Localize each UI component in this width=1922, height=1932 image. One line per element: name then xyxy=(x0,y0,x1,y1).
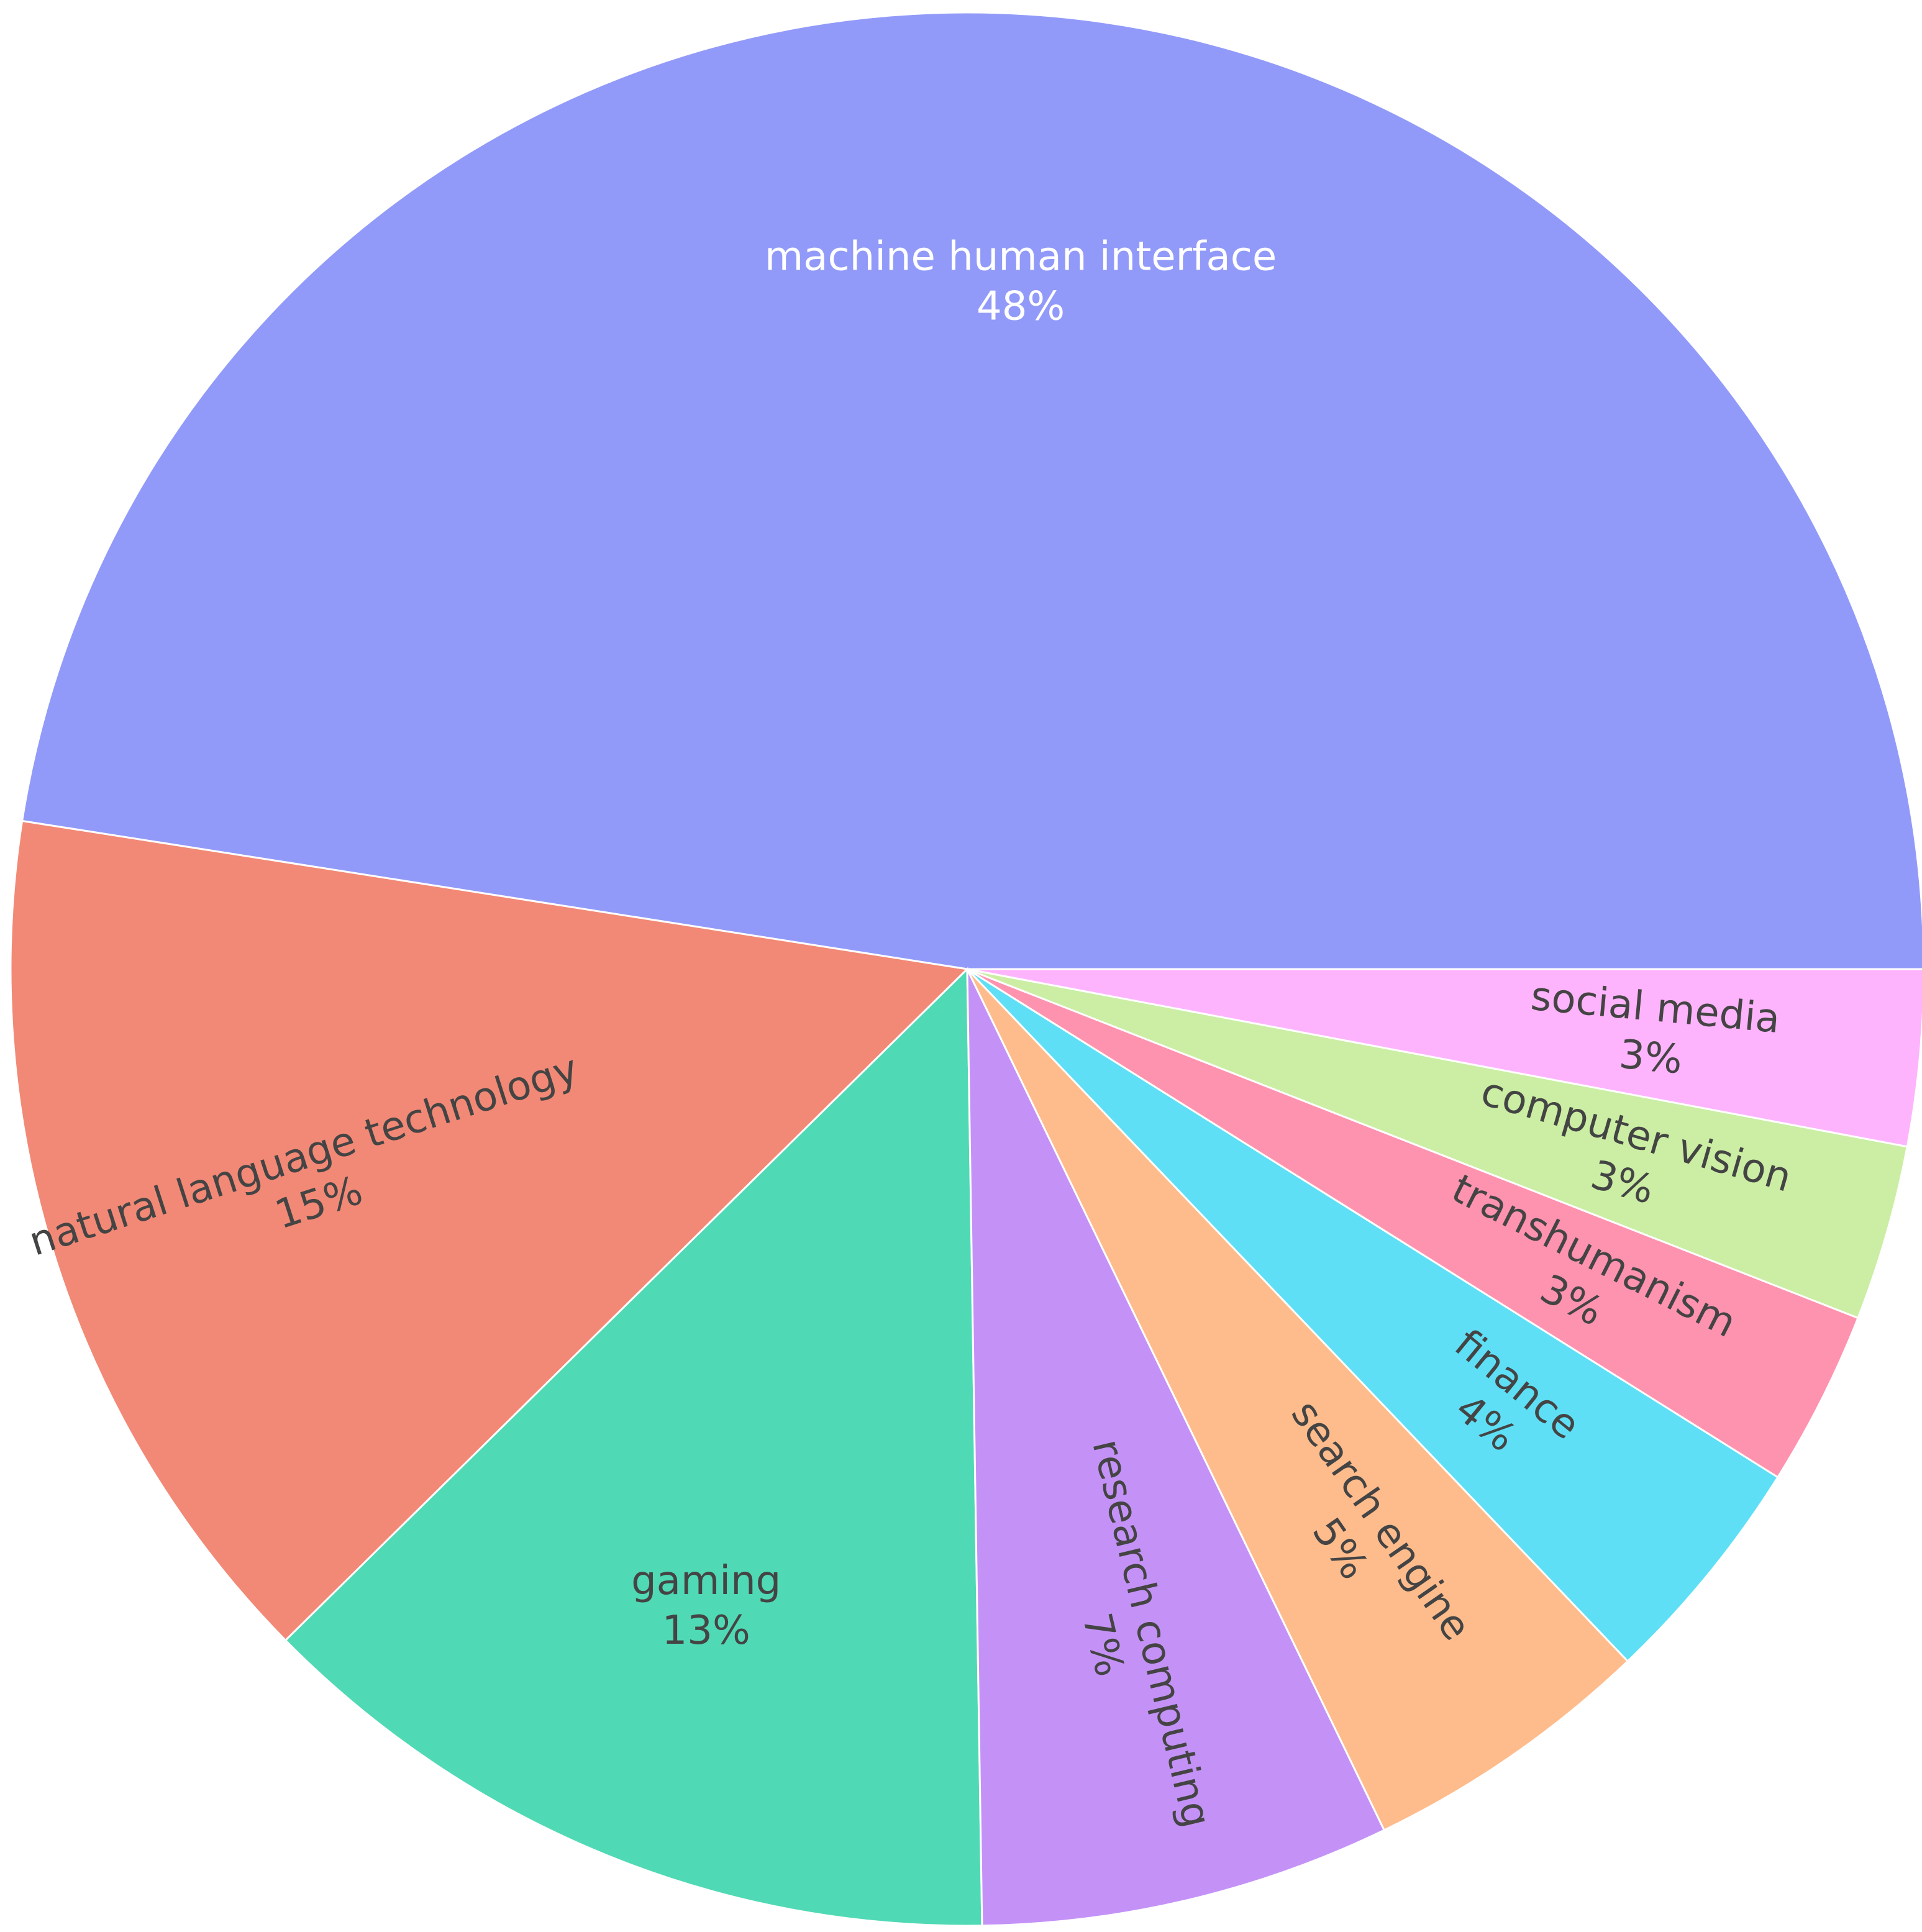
pie-slice-4 xyxy=(966,968,1629,1832)
pie-slice-2 xyxy=(284,967,983,1927)
pie-slice-0 xyxy=(20,11,1922,970)
pie-slice-6 xyxy=(967,968,1859,1479)
slice-percent-8: 3% xyxy=(1617,1032,1684,1083)
slice-percent-2: 13% xyxy=(662,1608,750,1654)
pie-slice-7 xyxy=(967,968,1909,1319)
pie-slices xyxy=(9,11,1922,1927)
slice-percent-0: 48% xyxy=(977,284,1065,330)
pie-slice-8 xyxy=(967,968,1922,1148)
slice-label-2: gaming xyxy=(631,1558,781,1604)
pie-slice-3 xyxy=(966,968,1386,1927)
pie-slice-5 xyxy=(966,968,1779,1663)
pie-slice-1 xyxy=(9,819,970,1642)
slice-label-0: machine human interface xyxy=(765,234,1277,280)
